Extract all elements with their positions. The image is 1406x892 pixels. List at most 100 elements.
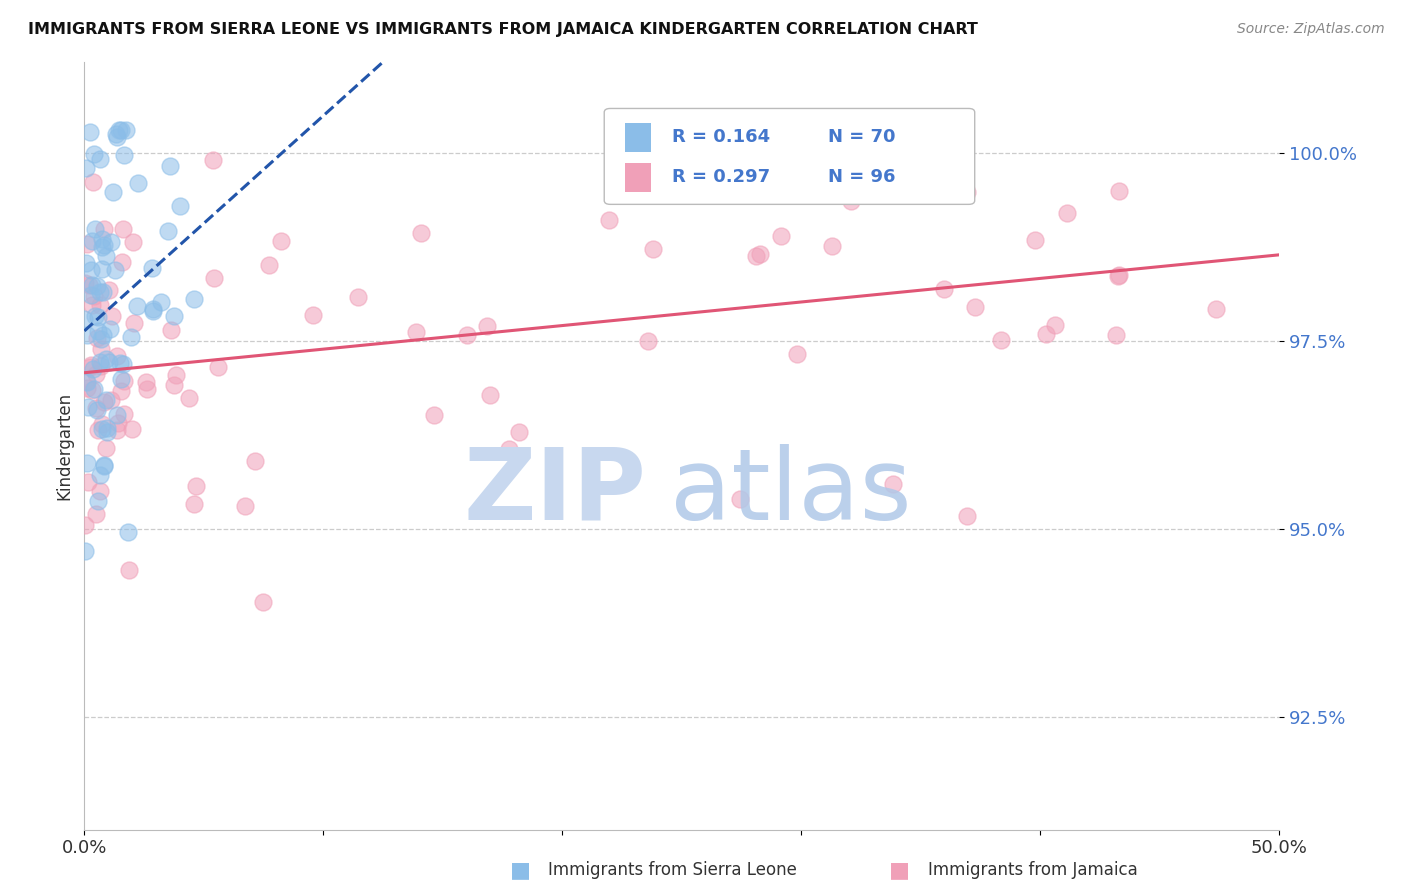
Point (270, 234, 292, 248)
Point (697, 154, 720, 169)
Point (347, 290, 370, 304)
Point (456, 328, 478, 343)
Point (108, 356, 131, 370)
Point (142, 304, 165, 318)
Text: R = 0.297: R = 0.297 (672, 168, 770, 186)
Point (79, 125, 101, 139)
Text: ZIP: ZIP (463, 443, 647, 541)
Point (86, 403, 108, 417)
Text: atlas: atlas (671, 443, 911, 541)
Point (89, 483, 111, 498)
Point (93, 222, 115, 236)
Point (89, 467, 111, 482)
Point (117, 525, 139, 540)
Point (115, 123, 138, 137)
Point (637, 334, 659, 348)
Point (77, 277, 100, 292)
Point (204, 271, 226, 285)
Point (94, 249, 117, 263)
Point (75, 276, 97, 290)
Text: R = 0.164: R = 0.164 (672, 128, 770, 146)
Point (112, 407, 135, 421)
Point (93, 458, 115, 472)
Point (86, 331, 108, 345)
Point (127, 176, 149, 190)
Point (156, 224, 179, 238)
Text: Immigrants from Sierra Leone: Immigrants from Sierra Leone (548, 861, 797, 879)
Y-axis label: Kindergarten: Kindergarten (55, 392, 73, 500)
Point (80, 263, 103, 277)
Point (769, 228, 792, 243)
Point (90, 332, 112, 346)
Point (110, 123, 132, 137)
Point (84, 310, 107, 324)
Point (77, 475, 100, 489)
Point (98, 283, 121, 297)
Text: IMMIGRANTS FROM SIERRA LEONE VS IMMIGRANTS FROM JAMAICA KINDERGARTEN CORRELATION: IMMIGRANTS FROM SIERRA LEONE VS IMMIGRAN… (28, 22, 979, 37)
Point (183, 292, 205, 306)
Point (100, 235, 122, 249)
Point (82, 361, 104, 376)
Point (110, 384, 132, 399)
Text: ■: ■ (510, 860, 530, 880)
Point (76, 328, 98, 343)
Point (744, 249, 766, 263)
Point (80, 298, 103, 312)
Point (84, 368, 107, 382)
Point (103, 185, 125, 199)
Point (498, 442, 520, 456)
Point (1024, 233, 1046, 247)
Point (201, 153, 224, 167)
Point (786, 346, 808, 360)
Point (159, 159, 181, 173)
Point (141, 260, 163, 275)
Bar (624, 123, 651, 152)
Point (111, 222, 134, 236)
Point (118, 564, 141, 578)
Point (82, 175, 104, 189)
Point (423, 408, 446, 422)
Point (112, 357, 135, 371)
Point (1108, 184, 1130, 198)
Point (990, 333, 1012, 347)
Point (76, 376, 98, 390)
Point (90, 359, 112, 373)
Point (91, 285, 114, 299)
Point (76, 236, 98, 251)
Text: Source: ZipAtlas.com: Source: ZipAtlas.com (1237, 22, 1385, 37)
Point (150, 295, 173, 310)
Point (100, 392, 122, 407)
Point (475, 318, 498, 333)
Point (1205, 302, 1227, 317)
Point (89, 298, 111, 312)
Point (90, 417, 112, 432)
Point (107, 123, 129, 137)
Point (1108, 268, 1130, 282)
Point (87, 324, 110, 338)
Point (89, 285, 111, 299)
Point (163, 378, 186, 392)
Point (1035, 327, 1057, 342)
Point (963, 300, 986, 314)
Point (93, 459, 115, 474)
Point (83, 382, 105, 396)
Point (96, 425, 118, 439)
Point (479, 388, 502, 402)
Point (87, 424, 110, 438)
Point (75, 161, 97, 175)
Point (91, 327, 114, 342)
Point (121, 422, 143, 436)
Point (839, 194, 862, 208)
Point (105, 408, 128, 422)
Point (80, 288, 103, 302)
Point (98, 322, 121, 336)
Point (233, 499, 256, 513)
Point (405, 325, 427, 339)
Point (87, 310, 110, 324)
FancyBboxPatch shape (605, 109, 974, 204)
Point (1107, 269, 1129, 284)
Point (75, 518, 97, 533)
Point (77, 400, 100, 414)
Point (135, 376, 157, 390)
Point (76, 456, 98, 470)
